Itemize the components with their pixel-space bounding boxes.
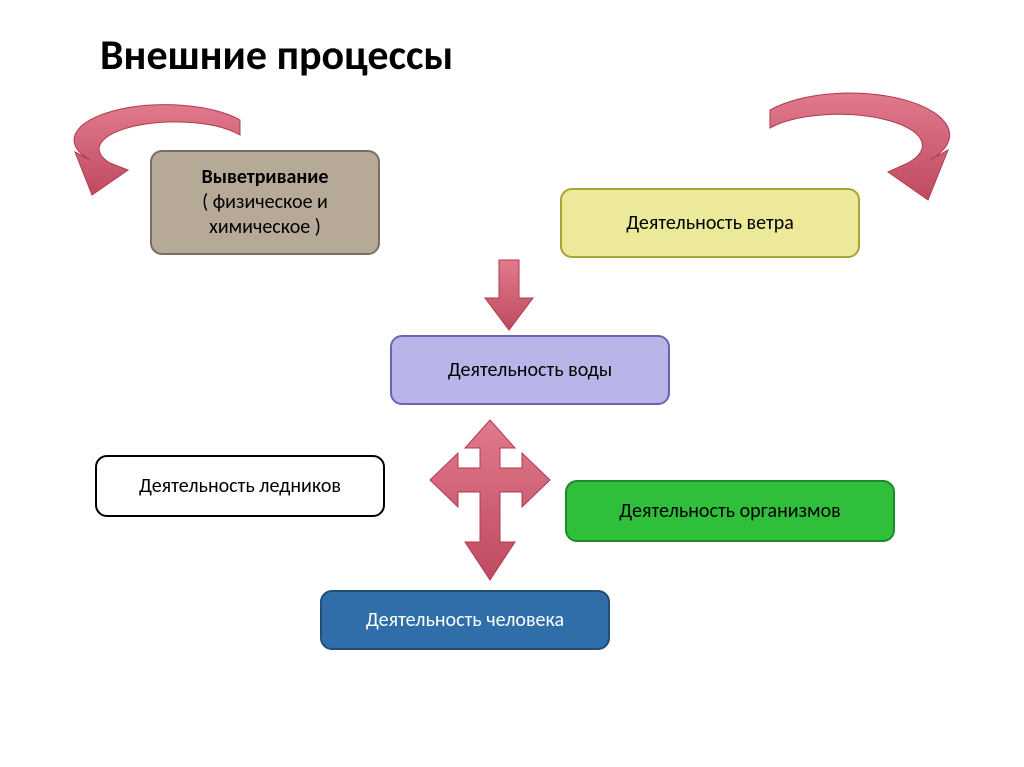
node-water-label: Деятельность воды xyxy=(448,358,612,383)
node-wind: Деятельность ветра xyxy=(560,188,860,258)
quad-arrow-icon xyxy=(430,420,550,580)
node-human-label: Деятельность человека xyxy=(366,608,564,633)
page-title: Внешние процессы xyxy=(100,30,453,81)
node-weathering-line3: химическое ) xyxy=(209,215,321,239)
node-weathering-line1: Выветривание xyxy=(202,165,329,189)
node-water: Деятельность воды xyxy=(390,335,670,405)
node-organisms-label: Деятельность организмов xyxy=(619,499,840,524)
node-wind-label: Деятельность ветра xyxy=(626,211,794,236)
node-human: Деятельность человека xyxy=(320,590,610,650)
node-weathering: Выветривание ( физическое и химическое ) xyxy=(150,150,380,255)
node-weathering-line2: ( физическое и xyxy=(202,190,328,214)
node-organisms: Деятельность организмов xyxy=(565,480,895,542)
node-glaciers: Деятельность ледников xyxy=(95,455,385,517)
node-glaciers-label: Деятельность ледников xyxy=(139,474,341,499)
down-arrow-icon xyxy=(485,260,533,330)
